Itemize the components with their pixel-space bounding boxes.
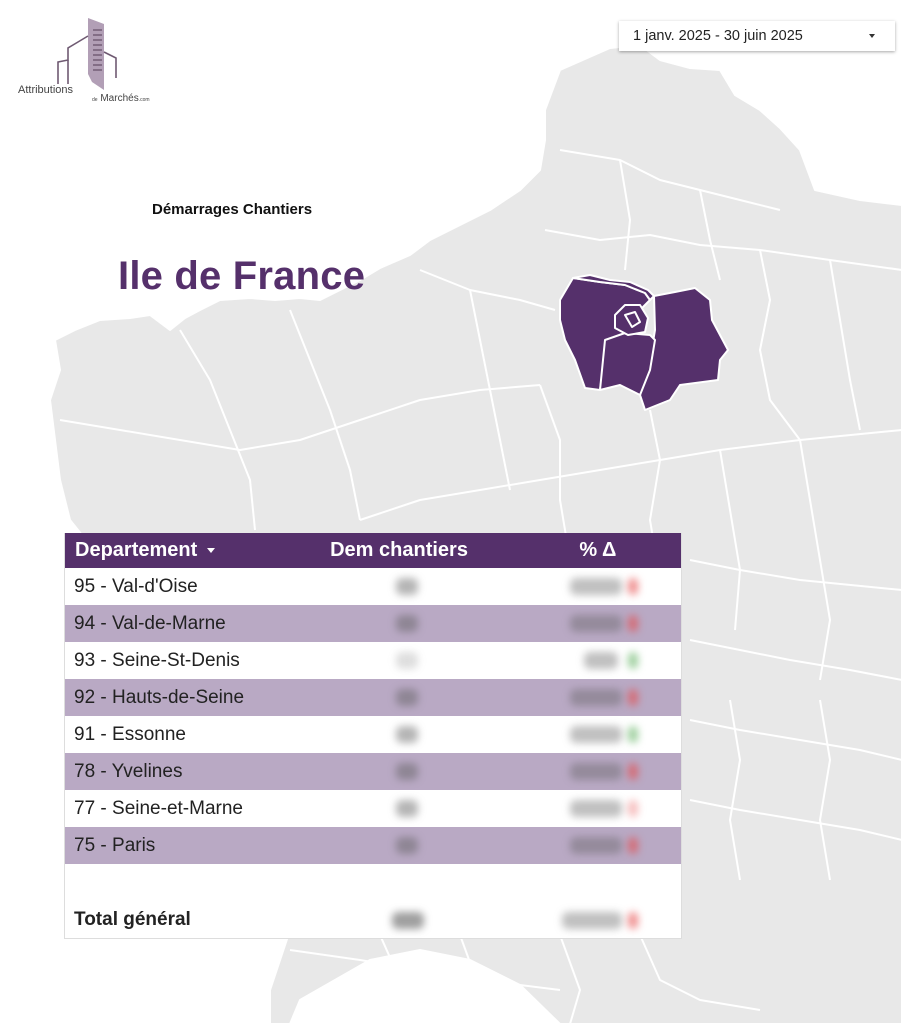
buildings-icon xyxy=(57,18,117,90)
departements-table: Departement Dem chantiers % Δ 95 - Val-d… xyxy=(64,533,682,939)
cell-departement: 94 - Val-de-Marne xyxy=(74,612,226,634)
logo: Attributions de Marchés.com xyxy=(14,14,164,106)
logo-text-marches: de Marchés.com xyxy=(92,93,150,104)
trend-up-icon xyxy=(627,652,638,669)
trend-down-icon xyxy=(627,615,638,632)
cell-pct-delta xyxy=(522,716,681,753)
column-header-pct-delta[interactable]: % Δ xyxy=(579,539,617,561)
cell-dem-chantiers xyxy=(312,568,521,605)
column-header-departement[interactable]: Departement xyxy=(65,539,312,562)
chart-subtitle: Démarrages Chantiers xyxy=(152,201,313,218)
caret-down-icon[interactable] xyxy=(869,34,875,38)
cell-dem-chantiers xyxy=(312,642,521,679)
cell-dem-chantiers xyxy=(312,716,521,753)
table-spacer xyxy=(65,864,681,902)
trend-down-icon xyxy=(627,578,638,595)
blurred-value xyxy=(569,726,622,743)
blurred-value xyxy=(583,652,618,669)
cell-dem-chantiers xyxy=(312,605,521,642)
table-row: 77 - Seine-et-Marne xyxy=(65,790,681,827)
trend-up-icon xyxy=(627,726,638,743)
trend-down-icon xyxy=(627,689,638,706)
cell-total-dem-chantiers xyxy=(312,902,521,938)
blurred-value xyxy=(569,578,622,595)
cell-departement: 91 - Essonne xyxy=(74,723,186,745)
column-header-dem-chantiers[interactable]: Dem chantiers xyxy=(330,539,468,561)
blurred-value xyxy=(396,837,419,854)
cell-total-label: Total général xyxy=(74,909,191,930)
cell-departement: 78 - Yvelines xyxy=(74,760,183,782)
blurred-value xyxy=(396,615,419,632)
cell-departement: 77 - Seine-et-Marne xyxy=(74,797,243,819)
cell-pct-delta xyxy=(522,790,681,827)
cell-dem-chantiers xyxy=(312,753,521,790)
cell-pct-delta xyxy=(522,679,681,716)
cell-dem-chantiers xyxy=(312,679,521,716)
table-row: 75 - Paris xyxy=(65,827,681,864)
table-row: 78 - Yvelines xyxy=(65,753,681,790)
sort-desc-icon[interactable] xyxy=(207,548,216,553)
cell-departement: 92 - Hauts-de-Seine xyxy=(74,686,245,708)
table-total-row: Total général xyxy=(65,902,681,938)
date-range-picker[interactable]: 1 janv. 2025 - 30 juin 2025 xyxy=(619,21,895,51)
cell-departement: 75 - Paris xyxy=(74,834,156,856)
blurred-value xyxy=(569,615,622,632)
blurred-value xyxy=(396,578,419,595)
trend-down-icon xyxy=(627,912,638,929)
cell-pct-delta xyxy=(522,568,681,605)
date-range-label: 1 janv. 2025 - 30 juin 2025 xyxy=(633,28,803,44)
ile-de-france-region xyxy=(559,274,729,411)
trend-down-icon xyxy=(627,763,638,780)
blurred-value xyxy=(396,652,419,669)
blurred-value xyxy=(396,689,419,706)
cell-pct-delta xyxy=(522,605,681,642)
blurred-value xyxy=(569,800,622,817)
cell-dem-chantiers xyxy=(312,827,521,864)
table-row: 95 - Val-d'Oise xyxy=(65,568,681,605)
table-row: 92 - Hauts-de-Seine xyxy=(65,679,681,716)
cell-pct-delta xyxy=(522,753,681,790)
table-row: 94 - Val-de-Marne xyxy=(65,605,681,642)
cell-pct-delta xyxy=(522,827,681,864)
blurred-value xyxy=(396,800,419,817)
cell-total-pct-delta xyxy=(522,902,681,938)
logo-text-attributions: Attributions xyxy=(18,84,74,96)
blurred-value xyxy=(569,763,622,780)
table-header: Departement Dem chantiers % Δ xyxy=(65,533,681,568)
blurred-value xyxy=(396,726,419,743)
table-row: 93 - Seine-St-Denis xyxy=(65,642,681,679)
blurred-value xyxy=(569,689,622,706)
page-title: Ile de France xyxy=(118,254,366,298)
cell-departement: 95 - Val-d'Oise xyxy=(74,575,198,597)
cell-pct-delta xyxy=(522,642,681,679)
blurred-value xyxy=(569,837,622,854)
cell-dem-chantiers xyxy=(312,790,521,827)
blurred-value xyxy=(396,763,419,780)
trend-down-icon xyxy=(627,800,638,817)
cell-departement: 93 - Seine-St-Denis xyxy=(74,649,240,671)
blurred-value xyxy=(392,912,425,929)
table-row: 91 - Essonne xyxy=(65,716,681,753)
trend-down-icon xyxy=(627,837,638,854)
blurred-value xyxy=(561,912,622,929)
